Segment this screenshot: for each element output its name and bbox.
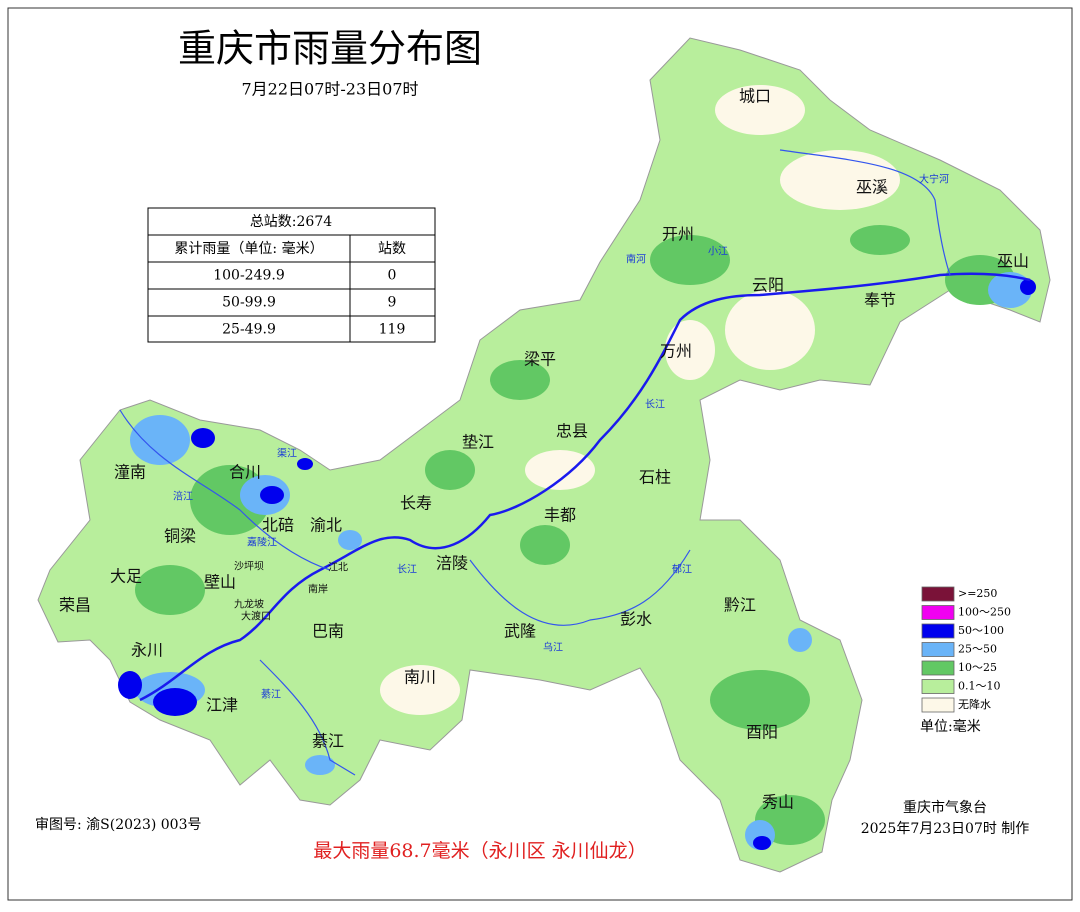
district-label: 垫江 [462, 433, 494, 452]
district-label: 渝北 [310, 516, 342, 535]
district-label: 城口 [739, 87, 771, 106]
table-total: 总站数:2674 [250, 214, 332, 230]
district-label: 北碚 [262, 516, 294, 535]
district-label: 忠县 [556, 422, 588, 441]
river-label: 长江 [397, 564, 417, 576]
table-header: 站数 [378, 241, 406, 257]
district-label: 江北 [328, 562, 348, 574]
table-range: 25-49.9 [222, 322, 276, 338]
district-label: 沙坪坝 [234, 560, 264, 573]
district-label: 开州 [662, 225, 694, 244]
district-label: 巴南 [312, 622, 344, 641]
district-label: 壁山 [204, 573, 236, 592]
rain-50-100 [118, 279, 1036, 850]
district-label: 武隆 [504, 622, 536, 641]
district-label: 铜梁 [164, 527, 196, 546]
river-label: 渠江 [277, 448, 297, 460]
legend-swatch [921, 679, 955, 694]
legend-label: 无降水 [958, 697, 991, 711]
organization: 重庆市气象台 [903, 799, 987, 816]
district-label: 大足 [110, 567, 142, 586]
district-label: 九龙坡 [234, 598, 264, 611]
district-label: 石柱 [639, 468, 671, 487]
district-label: 长寿 [400, 494, 432, 513]
district-label: 合川 [229, 463, 261, 482]
table-count: 119 [379, 322, 406, 338]
jialing-river [119, 409, 331, 571]
district-label: 奉节 [864, 291, 896, 310]
district-label: 梁平 [524, 350, 556, 369]
title: 重庆市雨量分布图 [178, 27, 482, 71]
rain-10-25 [135, 225, 1015, 845]
district-label: 永川 [131, 641, 163, 660]
wujiang-river [469, 549, 691, 626]
legend-swatch [921, 605, 955, 620]
district-label: 綦江 [312, 732, 344, 751]
river-label: 郁江 [672, 563, 692, 576]
qijiang-river [259, 659, 356, 776]
legend-label: 100～250 [958, 606, 1011, 619]
table-count: 0 [388, 268, 397, 284]
dry-areas [380, 85, 900, 715]
legend-label: 50～100 [958, 624, 1004, 637]
district-label: 潼南 [114, 463, 146, 482]
river-label: 涪江 [173, 490, 193, 503]
legend-label: 10～25 [958, 661, 997, 674]
legend-label: 25～50 [958, 643, 997, 656]
legend-label: 0.1～10 [958, 680, 1001, 693]
district-label: 酉阳 [746, 723, 778, 742]
district-label: 江津 [206, 696, 238, 715]
table-count: 9 [388, 295, 397, 311]
yangtze-river [139, 272, 1031, 702]
river-label: 嘉陵江 [247, 536, 277, 549]
max-rainfall: 最大雨量68.7毫米（永川区 永川仙龙） [313, 840, 646, 862]
legend-swatch [921, 586, 955, 602]
district-label: 云阳 [752, 276, 784, 295]
table-range: 100-249.9 [213, 268, 285, 284]
district-label: 秀山 [762, 793, 794, 812]
river-label: 綦江 [261, 688, 281, 701]
made-time: 2025年7月23日07时 制作 [861, 821, 1030, 837]
district-label: 南岸 [308, 583, 328, 596]
river-label: 小江 [708, 246, 728, 258]
legend-swatch [921, 660, 955, 676]
rain-25-50 [130, 272, 1032, 850]
district-label: 彭水 [620, 610, 652, 629]
district-label: 荣昌 [59, 596, 91, 615]
district-label: 黔江 [724, 596, 756, 615]
station-table: 总站数:2674 累计雨量（单位: 毫米） 站数 100-249.9 0 50-99… [147, 207, 436, 343]
legend-unit: 单位:毫米 [920, 718, 981, 735]
review-number: 审图号: 渝S(2023) 003号 [35, 817, 201, 833]
district-label: 涪陵 [436, 554, 468, 573]
legend-label: >=250 [958, 587, 997, 600]
table-header: 累计雨量（单位: 毫米） [174, 240, 323, 257]
subtitle: 7月22日07时-23日07时 [241, 80, 418, 99]
district-label: 丰都 [544, 506, 576, 525]
river-label: 长江 [645, 399, 665, 411]
district-label: 万州 [660, 342, 692, 361]
legend-swatch [921, 623, 955, 639]
river-label: 大宁河 [919, 173, 949, 186]
daning-river [779, 149, 951, 276]
district-label: 巫山 [997, 252, 1029, 271]
legend-swatch [921, 697, 955, 713]
district-label: 巫溪 [856, 178, 888, 197]
district-label: 大渡口 [241, 610, 271, 623]
district-label: 南川 [404, 668, 436, 687]
river-label: 南河 [626, 253, 646, 266]
table-range: 50-99.9 [222, 295, 276, 311]
legend-swatch [921, 642, 955, 657]
river-label: 乌江 [543, 641, 563, 654]
